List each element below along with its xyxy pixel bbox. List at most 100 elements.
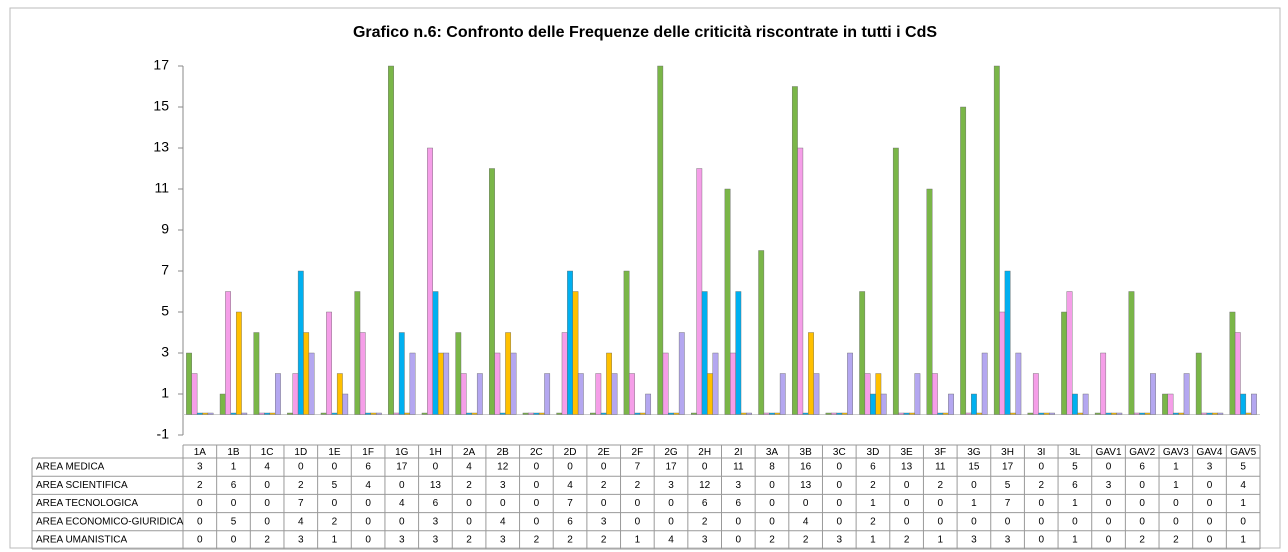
bar — [1139, 412, 1146, 415]
table-value: 0 — [1139, 498, 1145, 509]
legend-label: AREA MEDICA — [36, 462, 105, 473]
bar — [802, 412, 809, 415]
table-value: 0 — [837, 498, 843, 509]
table-value: 2 — [466, 480, 472, 491]
bar — [466, 412, 472, 415]
bar — [769, 412, 775, 415]
bar — [225, 291, 231, 415]
table-value: 1 — [231, 462, 237, 473]
bar — [359, 332, 366, 415]
table-value: 0 — [1072, 516, 1078, 527]
table-value: 0 — [837, 462, 843, 473]
table-value: 0 — [365, 516, 371, 527]
table-value: 3 — [601, 516, 607, 527]
x-tick-label: 3E — [900, 447, 913, 458]
table-value: 4 — [365, 480, 371, 491]
bar — [1201, 412, 1208, 415]
bar — [191, 373, 198, 415]
table-value: 1 — [870, 498, 876, 509]
table-value: 0 — [1173, 516, 1179, 527]
bar — [1245, 412, 1252, 415]
y-tick-label: 13 — [153, 139, 169, 155]
table-value: 0 — [601, 498, 607, 509]
table-value: 2 — [197, 480, 203, 491]
bar — [303, 332, 310, 415]
bar — [590, 412, 596, 415]
bar — [253, 332, 260, 415]
table-value: 0 — [264, 516, 270, 527]
bar — [556, 412, 563, 415]
table-value: 0 — [332, 462, 338, 473]
table-value: 7 — [1005, 498, 1011, 509]
bar — [707, 373, 713, 415]
table-value: 2 — [534, 535, 540, 546]
table-value: 4 — [298, 516, 304, 527]
bar — [1032, 373, 1039, 415]
bar — [443, 352, 450, 415]
table-value: 1 — [971, 498, 977, 509]
x-tick-label: 3L — [1069, 447, 1081, 458]
bar — [1133, 412, 1140, 415]
y-tick-label: 9 — [161, 221, 169, 237]
table-value: 11 — [733, 462, 744, 473]
chart-title: Grafico n.6: Confronto delle Frequenze d… — [353, 24, 937, 41]
bar — [634, 412, 641, 415]
bar — [797, 147, 804, 415]
table-value: 6 — [231, 480, 237, 491]
table-value: 0 — [736, 516, 742, 527]
bar — [673, 412, 680, 415]
table-value: 0 — [803, 498, 809, 509]
table-value: 3 — [736, 480, 742, 491]
table-value: 3 — [702, 535, 708, 546]
table-value: 3 — [500, 535, 506, 546]
bar — [292, 373, 299, 415]
table-value: 7 — [635, 462, 641, 473]
x-tick-label: GAV1 — [1096, 447, 1122, 458]
bar — [421, 412, 428, 415]
bar — [606, 352, 612, 415]
table-value: 2 — [1139, 535, 1145, 546]
table-value: 1 — [870, 535, 876, 546]
bar — [1094, 412, 1101, 415]
table-value: 0 — [500, 498, 506, 509]
bar — [241, 412, 248, 415]
table-value: 0 — [937, 498, 943, 509]
bar — [320, 412, 327, 415]
bar — [791, 86, 798, 415]
bar — [365, 412, 372, 415]
table-value: 0 — [197, 535, 203, 546]
bar — [600, 412, 607, 415]
bar — [1167, 393, 1174, 415]
bar — [909, 412, 915, 415]
y-tick-label: 17 — [153, 57, 169, 73]
table-value: 6 — [1139, 462, 1145, 473]
bar — [437, 352, 444, 415]
table-value: 0 — [1106, 516, 1112, 527]
table-value: 0 — [769, 480, 775, 491]
x-tick-label: 2F — [632, 447, 644, 458]
table-value: 2 — [332, 516, 338, 527]
x-tick-label: 3F — [934, 447, 946, 458]
table-value: 0 — [1207, 535, 1213, 546]
table-value: 0 — [635, 516, 641, 527]
table-value: 4 — [803, 516, 809, 527]
x-tick-label: 2E — [598, 447, 611, 458]
table-value: 0 — [1106, 535, 1112, 546]
bar — [510, 352, 517, 415]
table-value: 3 — [971, 535, 977, 546]
bar — [538, 412, 545, 415]
table-value: 6 — [1072, 480, 1078, 491]
bar — [186, 352, 192, 415]
bar — [235, 311, 242, 415]
table-value: 0 — [534, 462, 540, 473]
table-value: 5 — [231, 516, 237, 527]
table-value: 0 — [399, 516, 405, 527]
table-value: 3 — [197, 462, 203, 473]
bar — [841, 412, 848, 415]
bar — [577, 373, 584, 415]
table-value: 0 — [668, 498, 674, 509]
bar — [471, 412, 478, 415]
table-value: 0 — [769, 498, 775, 509]
bar — [427, 147, 433, 415]
bar — [623, 270, 630, 415]
